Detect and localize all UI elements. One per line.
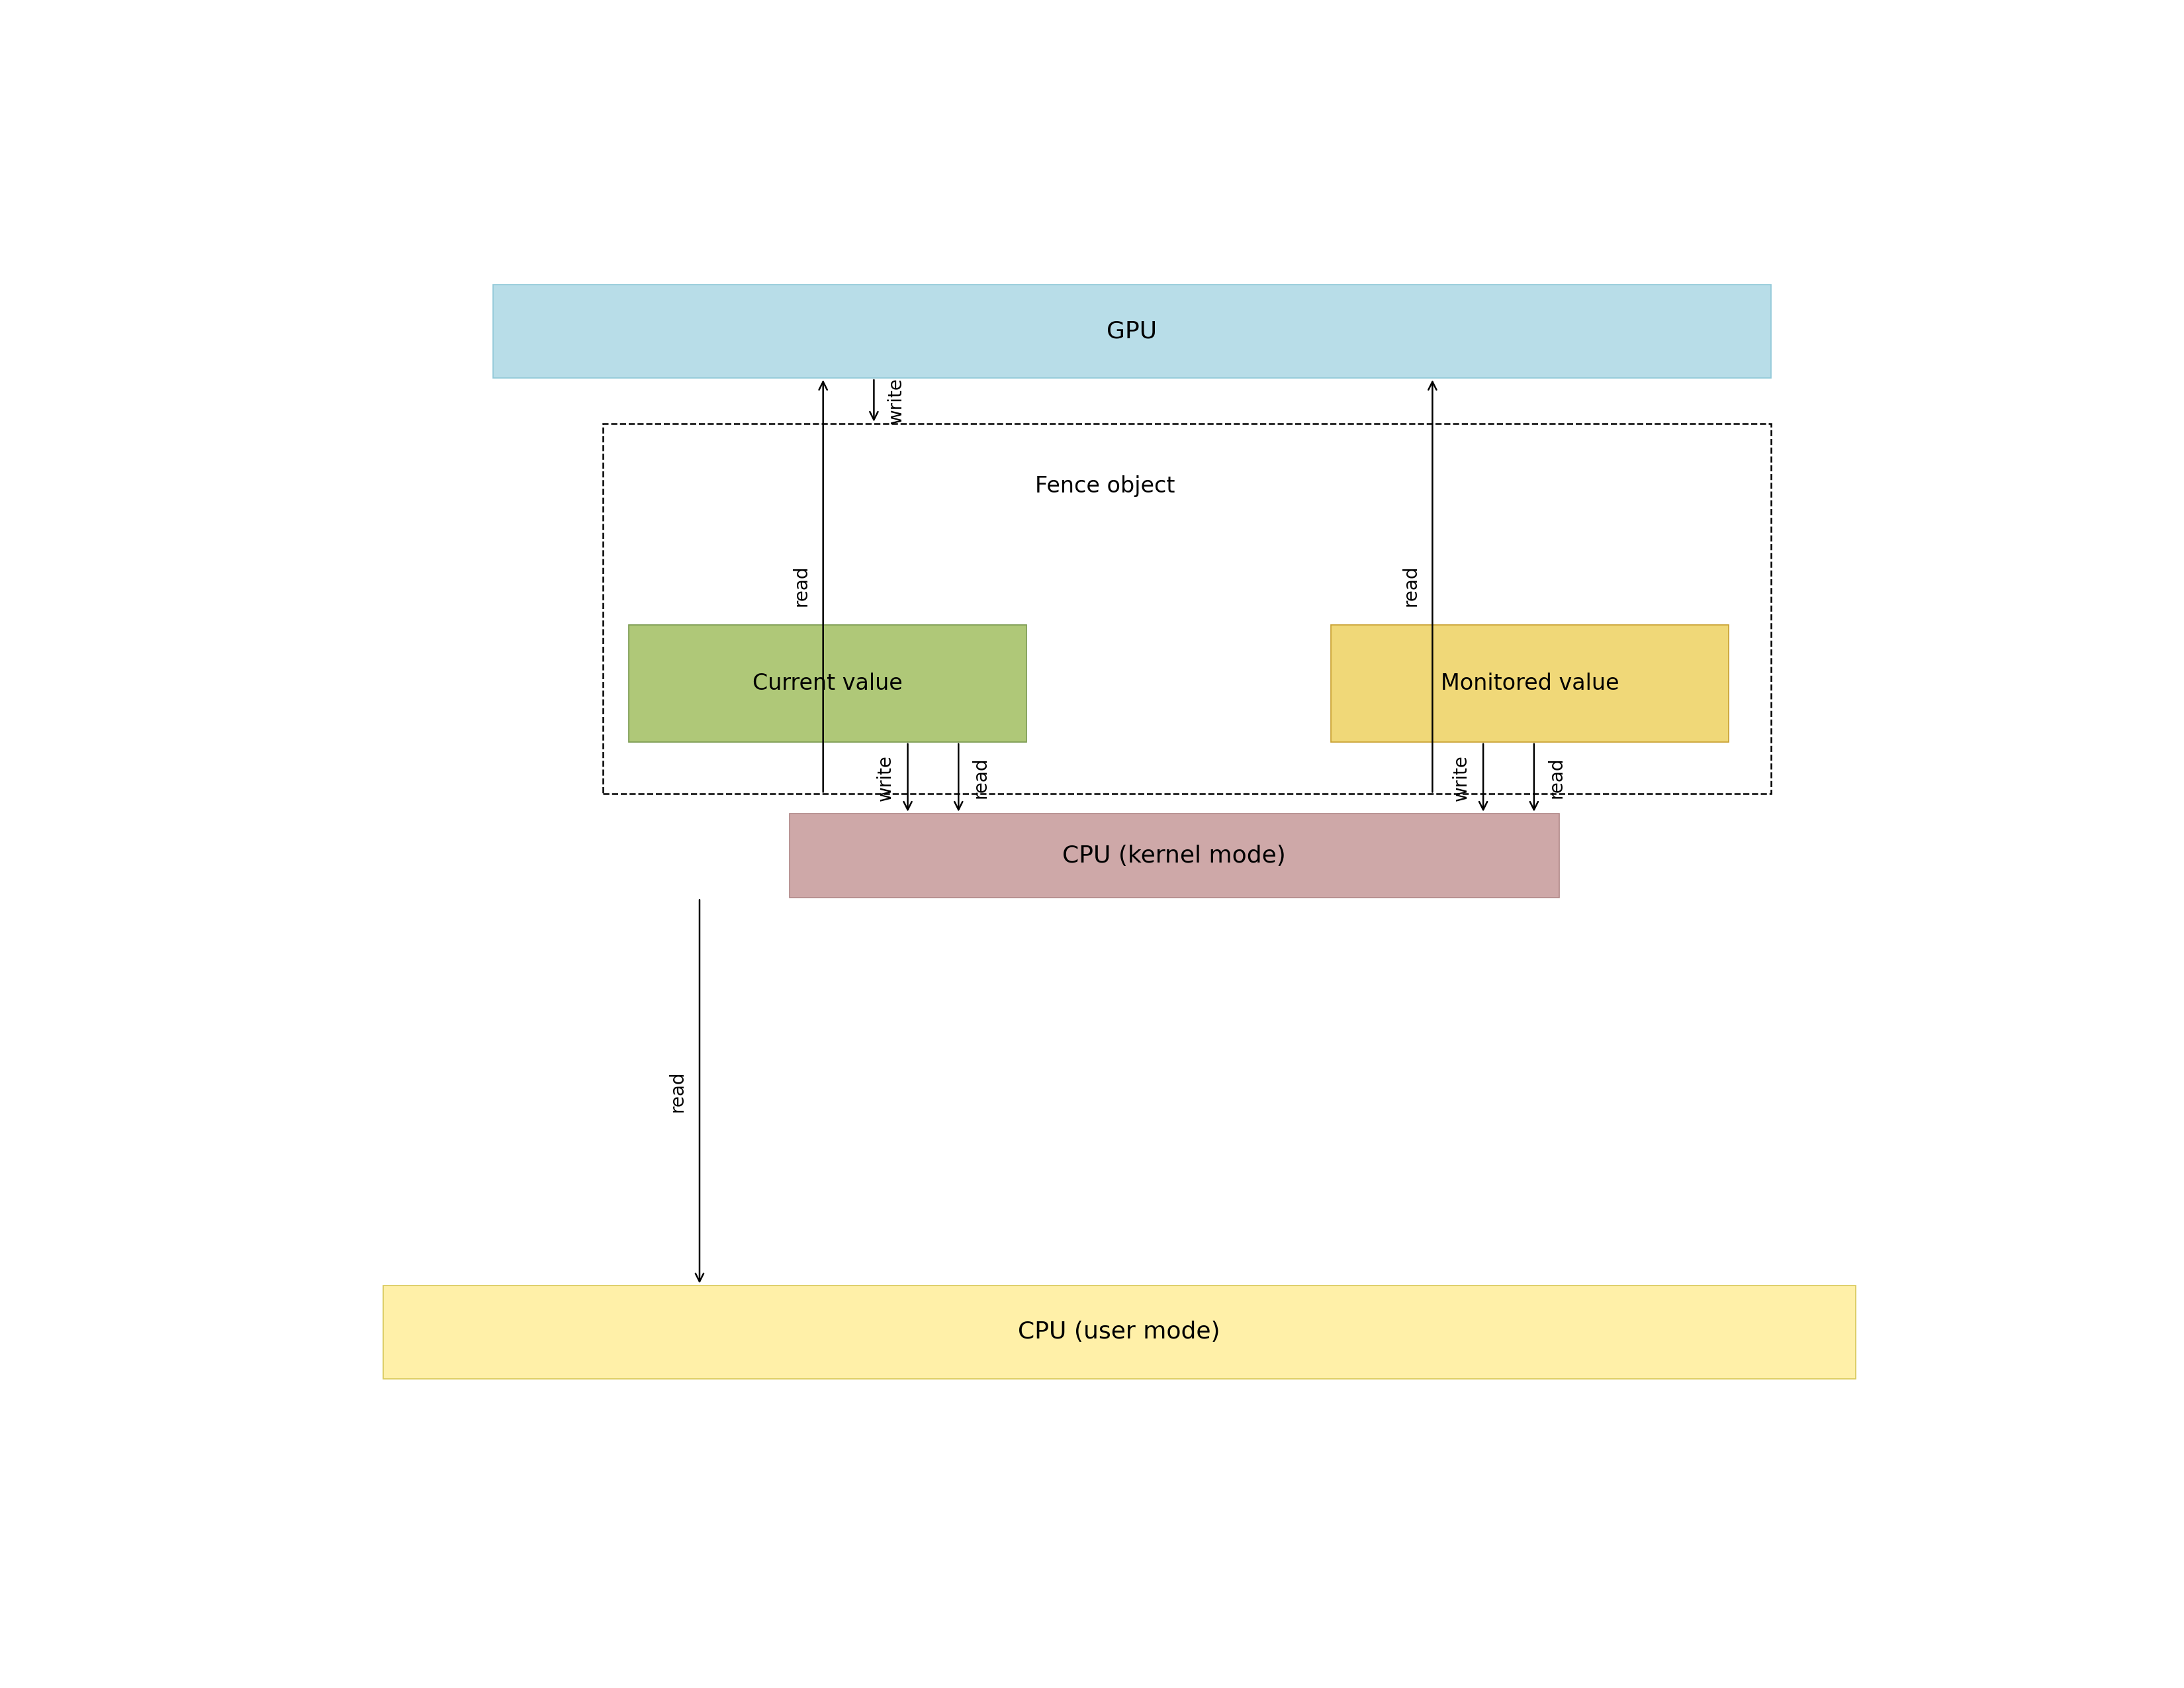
Bar: [494, 285, 1771, 378]
Text: GPU: GPU: [1107, 321, 1158, 343]
Text: CPU (user mode): CPU (user mode): [1018, 1320, 1221, 1344]
Text: read: read: [668, 1070, 686, 1112]
Text: CPU (kernel mode): CPU (kernel mode): [1064, 844, 1286, 868]
Bar: [603, 424, 1771, 793]
Text: write: write: [1452, 755, 1470, 800]
Bar: [1330, 625, 1730, 743]
Bar: [382, 1285, 1856, 1379]
Text: read: read: [1546, 756, 1566, 798]
Text: write: write: [876, 755, 895, 800]
Text: Current value: Current value: [751, 672, 902, 694]
Bar: [788, 814, 1559, 898]
Text: write: write: [887, 378, 904, 424]
Text: read: read: [1402, 565, 1420, 606]
Bar: [629, 625, 1026, 743]
Text: Fence object: Fence object: [1035, 476, 1175, 498]
Text: read: read: [972, 756, 989, 798]
Text: Monitored value: Monitored value: [1441, 672, 1618, 694]
Text: read: read: [793, 565, 810, 606]
